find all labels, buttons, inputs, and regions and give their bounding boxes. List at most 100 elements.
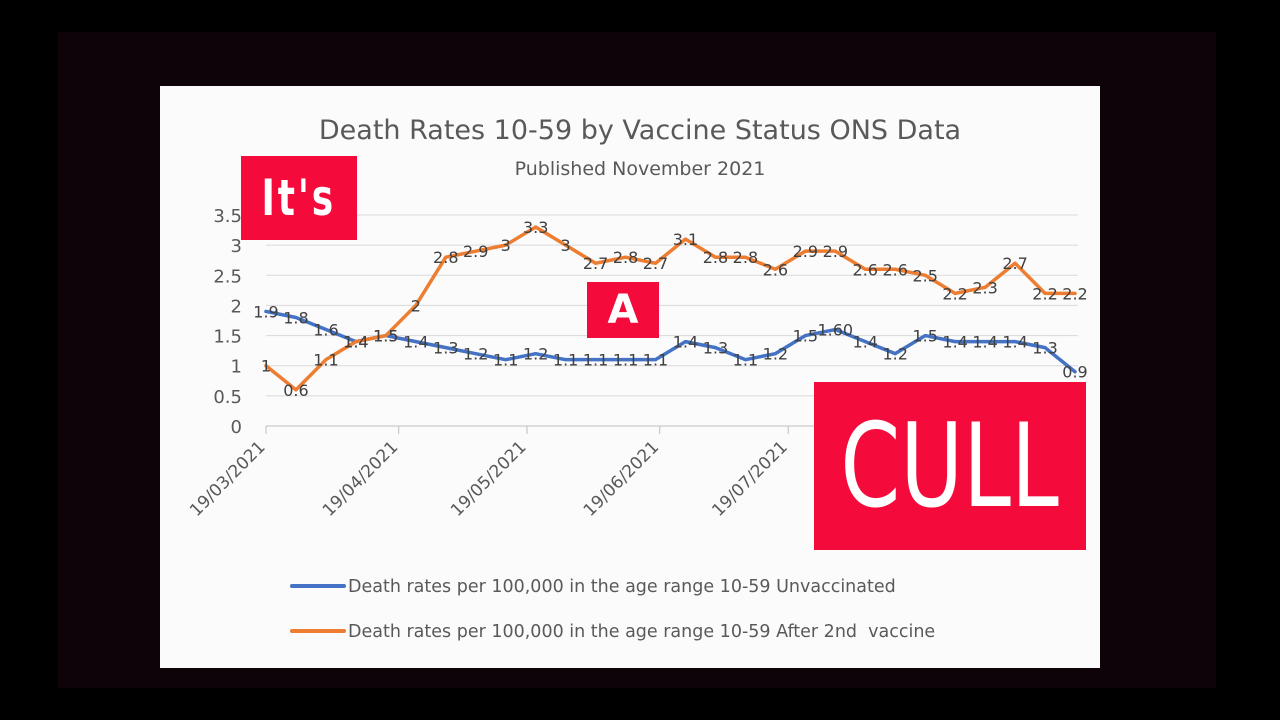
data-point bbox=[324, 358, 328, 362]
data-label: 1.5 bbox=[912, 327, 937, 346]
legend-label-unvaccinated: Death rates per 100,000 in the age range… bbox=[348, 577, 896, 597]
data-point bbox=[594, 358, 598, 362]
data-point bbox=[474, 249, 478, 253]
chart-subtitle: Published November 2021 bbox=[515, 158, 766, 180]
data-point bbox=[773, 352, 777, 356]
y-tick-label: 2 bbox=[231, 296, 242, 317]
data-point bbox=[683, 237, 687, 241]
data-label: 1.4 bbox=[972, 333, 997, 352]
data-label: 1.2 bbox=[763, 345, 788, 364]
overlay-its-text: It's bbox=[261, 169, 337, 227]
data-point bbox=[654, 358, 658, 362]
data-label: 2.2 bbox=[1062, 284, 1087, 303]
data-point bbox=[953, 340, 957, 344]
data-label: 1.5 bbox=[373, 327, 398, 346]
data-point bbox=[743, 358, 747, 362]
data-label: 1.1 bbox=[493, 351, 518, 370]
data-label: 2.5 bbox=[912, 266, 937, 285]
overlay-cull-caption: CULL bbox=[814, 382, 1086, 550]
data-label: 1.4 bbox=[403, 333, 428, 352]
series-line-after-2nd-vaccine bbox=[264, 225, 1077, 392]
data-point bbox=[504, 358, 508, 362]
data-point bbox=[803, 334, 807, 338]
x-tick-label: 19/05/2021 bbox=[447, 437, 530, 520]
data-label: 3 bbox=[501, 236, 511, 255]
data-label: 2.3 bbox=[972, 278, 997, 297]
data-point bbox=[1013, 340, 1017, 344]
data-labels: 1.9 1.8 1.6 1.4 1.5 1.4 1.3 1.2 1.1 1.2 1.1 1.1 1.1 1… bbox=[253, 218, 1087, 400]
data-point bbox=[713, 255, 717, 259]
data-point bbox=[743, 255, 747, 259]
y-tick-label: 0.5 bbox=[213, 387, 242, 408]
data-point bbox=[564, 358, 568, 362]
data-point bbox=[414, 303, 418, 307]
data-point bbox=[414, 340, 418, 344]
chart-title: Death Rates 10-59 by Vaccine Status ONS … bbox=[319, 115, 961, 146]
data-point bbox=[953, 291, 957, 295]
data-label: 1.3 bbox=[1032, 339, 1057, 358]
data-label: 2.2 bbox=[942, 284, 967, 303]
data-label: 2 bbox=[411, 296, 421, 315]
x-tick-label: 19/04/2021 bbox=[319, 437, 402, 520]
y-tick-label: 2.5 bbox=[213, 266, 242, 287]
data-label: 3.1 bbox=[673, 230, 698, 249]
data-label: 1.4 bbox=[853, 333, 878, 352]
data-point bbox=[1073, 291, 1077, 295]
series-line-unvaccinated bbox=[264, 309, 1077, 374]
data-label: 1.1 bbox=[643, 351, 668, 370]
data-point bbox=[354, 340, 358, 344]
legend-label-after-2nd-vaccine: Death rates per 100,000 in the age range… bbox=[348, 622, 935, 642]
data-label: 2.8 bbox=[433, 248, 458, 267]
data-point bbox=[294, 315, 298, 319]
data-point bbox=[773, 267, 777, 271]
data-label: 2.6 bbox=[853, 260, 878, 279]
data-point bbox=[1043, 291, 1047, 295]
data-point bbox=[1013, 261, 1017, 265]
data-label: 1.5 bbox=[793, 327, 818, 346]
data-label: 0.6 bbox=[283, 381, 308, 400]
data-point bbox=[923, 334, 927, 338]
data-label: 2.8 bbox=[613, 248, 638, 267]
series-layer bbox=[264, 225, 1077, 392]
legend: Death rates per 100,000 in the age range… bbox=[290, 577, 935, 642]
data-point bbox=[384, 334, 388, 338]
data-label: 2.2 bbox=[1032, 284, 1057, 303]
data-label: 2.6 bbox=[882, 260, 907, 279]
data-label: 1.4 bbox=[343, 333, 368, 352]
data-point bbox=[683, 340, 687, 344]
y-tick-label: 1.5 bbox=[213, 327, 242, 348]
data-label: 1.3 bbox=[703, 339, 728, 358]
x-tick-label: 19/06/2021 bbox=[580, 437, 663, 520]
data-label: 1.60 bbox=[817, 321, 853, 340]
data-label: 1.3 bbox=[433, 339, 458, 358]
data-point bbox=[624, 255, 628, 259]
data-label: 1.1 bbox=[733, 351, 758, 370]
overlay-a-text: A bbox=[607, 287, 639, 333]
gridlines bbox=[266, 214, 1078, 427]
data-point bbox=[324, 328, 328, 332]
data-point bbox=[983, 340, 987, 344]
data-point bbox=[504, 243, 508, 247]
data-label: 1 bbox=[261, 357, 271, 376]
data-label: 1.2 bbox=[463, 345, 488, 364]
data-label: 2.6 bbox=[763, 260, 788, 279]
data-point bbox=[294, 388, 298, 392]
data-point bbox=[983, 285, 987, 289]
y-tick-label: 1 bbox=[231, 357, 242, 378]
data-label: 1.4 bbox=[673, 333, 698, 352]
data-label: 0.9 bbox=[1062, 363, 1087, 382]
data-label: 1.1 bbox=[613, 351, 638, 370]
data-point bbox=[1073, 370, 1077, 374]
data-point bbox=[654, 261, 658, 265]
overlay-its-caption: It's bbox=[241, 156, 357, 240]
data-label: 1.9 bbox=[253, 302, 278, 321]
data-point bbox=[444, 346, 448, 350]
data-label: 3.3 bbox=[523, 218, 548, 237]
data-point bbox=[264, 364, 268, 368]
data-point bbox=[564, 243, 568, 247]
data-label: 1.1 bbox=[553, 351, 578, 370]
y-tick-label: 3.5 bbox=[213, 206, 242, 227]
data-point bbox=[863, 340, 867, 344]
data-label: 2.8 bbox=[733, 248, 758, 267]
y-axis: 0 0.5 1 1.5 2 2.5 3 3.5 bbox=[213, 206, 242, 438]
